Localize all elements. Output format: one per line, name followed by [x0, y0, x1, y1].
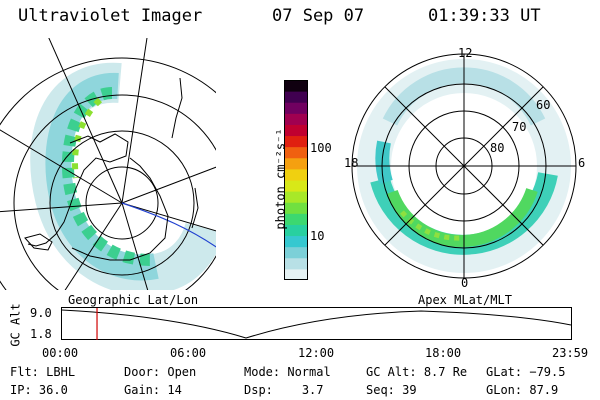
colorbar-stripe — [284, 102, 308, 114]
colorbar-stripe — [284, 246, 308, 259]
colorbar-stripe — [284, 146, 308, 159]
aurora-oval-left — [30, 62, 216, 290]
lat-label-80: 80 — [490, 141, 505, 155]
colorbar-stripe — [284, 168, 308, 181]
lat-label-60: 60 — [536, 98, 551, 112]
mlt-label-0: 0 — [461, 276, 469, 290]
colorbar-stripe — [284, 224, 308, 237]
status-glat: GLat: −79.5 — [486, 365, 566, 379]
colorbar-tick-100: 100 — [310, 141, 332, 155]
colorbar-stripe — [284, 91, 308, 103]
colorbar-stripe — [284, 80, 308, 92]
colorbar-unit-label: photon cm⁻²s⁻¹ — [273, 128, 288, 230]
status-mode: Mode: Normal — [244, 365, 331, 379]
colorbar-stripe — [284, 157, 308, 170]
status-dsp: Dsp: 3.7 — [244, 383, 324, 397]
continent-outline — [24, 77, 199, 261]
xtick-0000: 00:00 — [42, 346, 79, 360]
altitude-ytick-9: 9.0 — [30, 306, 52, 320]
date-label: 07 Sep 07 — [272, 6, 365, 26]
altitude-curve — [61, 309, 572, 339]
xtick-0600: 06:00 — [170, 346, 207, 360]
time-label: 01:39:33 UT — [428, 6, 541, 26]
polar-map — [351, 53, 577, 279]
blue-boundary-line — [121, 202, 216, 248]
colorbar-tick-10: 10 — [310, 229, 325, 243]
xtick-1200: 12:00 — [298, 346, 335, 360]
xtick-2359: 23:59 — [552, 346, 589, 360]
colorbar-stripe — [284, 235, 308, 248]
altitude-ytick-1-8: 1.8 — [30, 327, 52, 341]
map-grid — [0, 38, 216, 290]
polar-grid — [351, 53, 577, 279]
right-map-caption: Apex MLat/MLT — [418, 293, 512, 307]
instrument-title: Ultraviolet Imager — [18, 6, 203, 26]
status-door: Door: Open — [124, 365, 197, 379]
colorbar-stripe — [284, 213, 308, 225]
left-map-caption: Geographic Lat/Lon — [68, 293, 199, 307]
colorbar-stripe — [284, 113, 308, 125]
colorbar-stripe — [284, 268, 308, 280]
colorbar-stripe — [284, 124, 308, 137]
lat-label-70: 70 — [512, 120, 527, 134]
status-seq: Seq: 39 — [366, 383, 417, 397]
geographic-map — [0, 38, 216, 290]
status-gc-alt: GC Alt: 8.7 Re — [366, 365, 468, 379]
mlt-label-6: 6 — [578, 156, 586, 170]
mlt-label-12: 12 — [458, 46, 473, 60]
colorbar-stripe — [284, 180, 308, 192]
colorbar-stripe — [284, 191, 308, 203]
status-flt: Flt: LBHL — [10, 365, 76, 379]
colorbar-stripe — [284, 202, 308, 214]
status-ip: IP: 36.0 — [10, 383, 68, 397]
status-gain: Gain: 14 — [124, 383, 182, 397]
mlt-label-18: 18 — [344, 156, 359, 170]
color-bar — [284, 80, 308, 280]
xtick-1800: 18:00 — [425, 346, 462, 360]
status-glon: GLon: 87.9 — [486, 383, 559, 397]
colorbar-stripe — [284, 135, 308, 148]
altitude-ylabel: GC Alt — [8, 303, 23, 347]
altitude-plot — [61, 307, 572, 340]
colorbar-stripe — [284, 257, 308, 270]
